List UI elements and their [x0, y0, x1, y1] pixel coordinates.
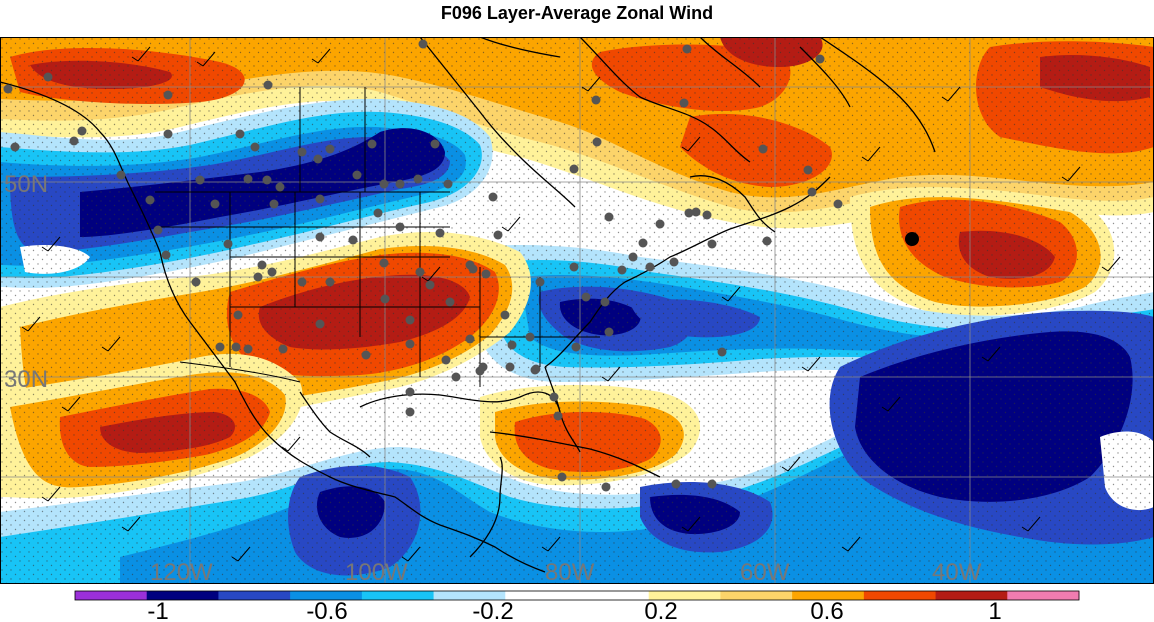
lon-label-80w: 80W — [545, 559, 595, 584]
lon-labels: 120W 100W 80W 60W 40W — [150, 559, 982, 584]
colorbar-swatches — [75, 591, 1080, 600]
wind-barbs — [21, 46, 1121, 562]
colorbar-swatch — [433, 591, 506, 600]
colorbar-swatch — [75, 591, 148, 600]
station-markers — [3, 39, 843, 492]
lon-label-60w: 60W — [740, 559, 790, 584]
colorbar: -1 -0.6 -0.2 0.2 0.6 1 — [74, 590, 1080, 622]
colorbar-tick-label: -0.6 — [306, 598, 347, 622]
highlight-station — [905, 232, 919, 246]
significance-stippling — [0, 37, 1154, 584]
lon-label-40w: 40W — [932, 559, 982, 584]
colorbar-labels: -1 -0.6 -0.2 0.2 0.6 1 — [147, 598, 1001, 622]
map-title: F096 Layer-Average Zonal Wind — [440, 3, 714, 23]
graticule — [0, 37, 1154, 584]
lat-label-30n: 30N — [4, 366, 48, 393]
lat-labels: 50N 30N — [4, 171, 48, 393]
colorbar-swatch — [361, 591, 435, 600]
colorbar-swatch — [505, 591, 578, 600]
colorbar-swatch — [935, 591, 1008, 600]
lat-label-50n: 50N — [4, 171, 48, 198]
political-borders — [155, 87, 600, 387]
colorbar-tick-label: 0.2 — [644, 598, 677, 622]
colorbar-swatch — [146, 591, 219, 600]
coastlines — [0, 37, 936, 573]
colorbar-swatch — [577, 591, 650, 600]
colorbar-swatch — [218, 591, 291, 600]
colorbar-swatch — [863, 591, 937, 600]
colorbar-swatch — [720, 591, 793, 600]
lon-label-120w: 120W — [150, 559, 213, 584]
colorbar-tick-label: -1 — [147, 598, 168, 622]
colorbar-tick-label: -0.2 — [472, 598, 513, 622]
colorbar-swatch — [1007, 591, 1080, 600]
lon-label-100w: 100W — [345, 559, 408, 584]
zonal-wind-map: 50N 30N 120W 100W 80W 60W 40W — [0, 37, 1154, 584]
colorbar-swatch — [290, 591, 363, 600]
colorbar-tick-label: 1 — [988, 598, 1001, 622]
colorbar-tick-label: 0.6 — [810, 598, 843, 622]
colorbar-swatch — [792, 591, 865, 600]
colorbar-swatch — [648, 591, 721, 600]
colorbar-frame — [74, 590, 1080, 601]
